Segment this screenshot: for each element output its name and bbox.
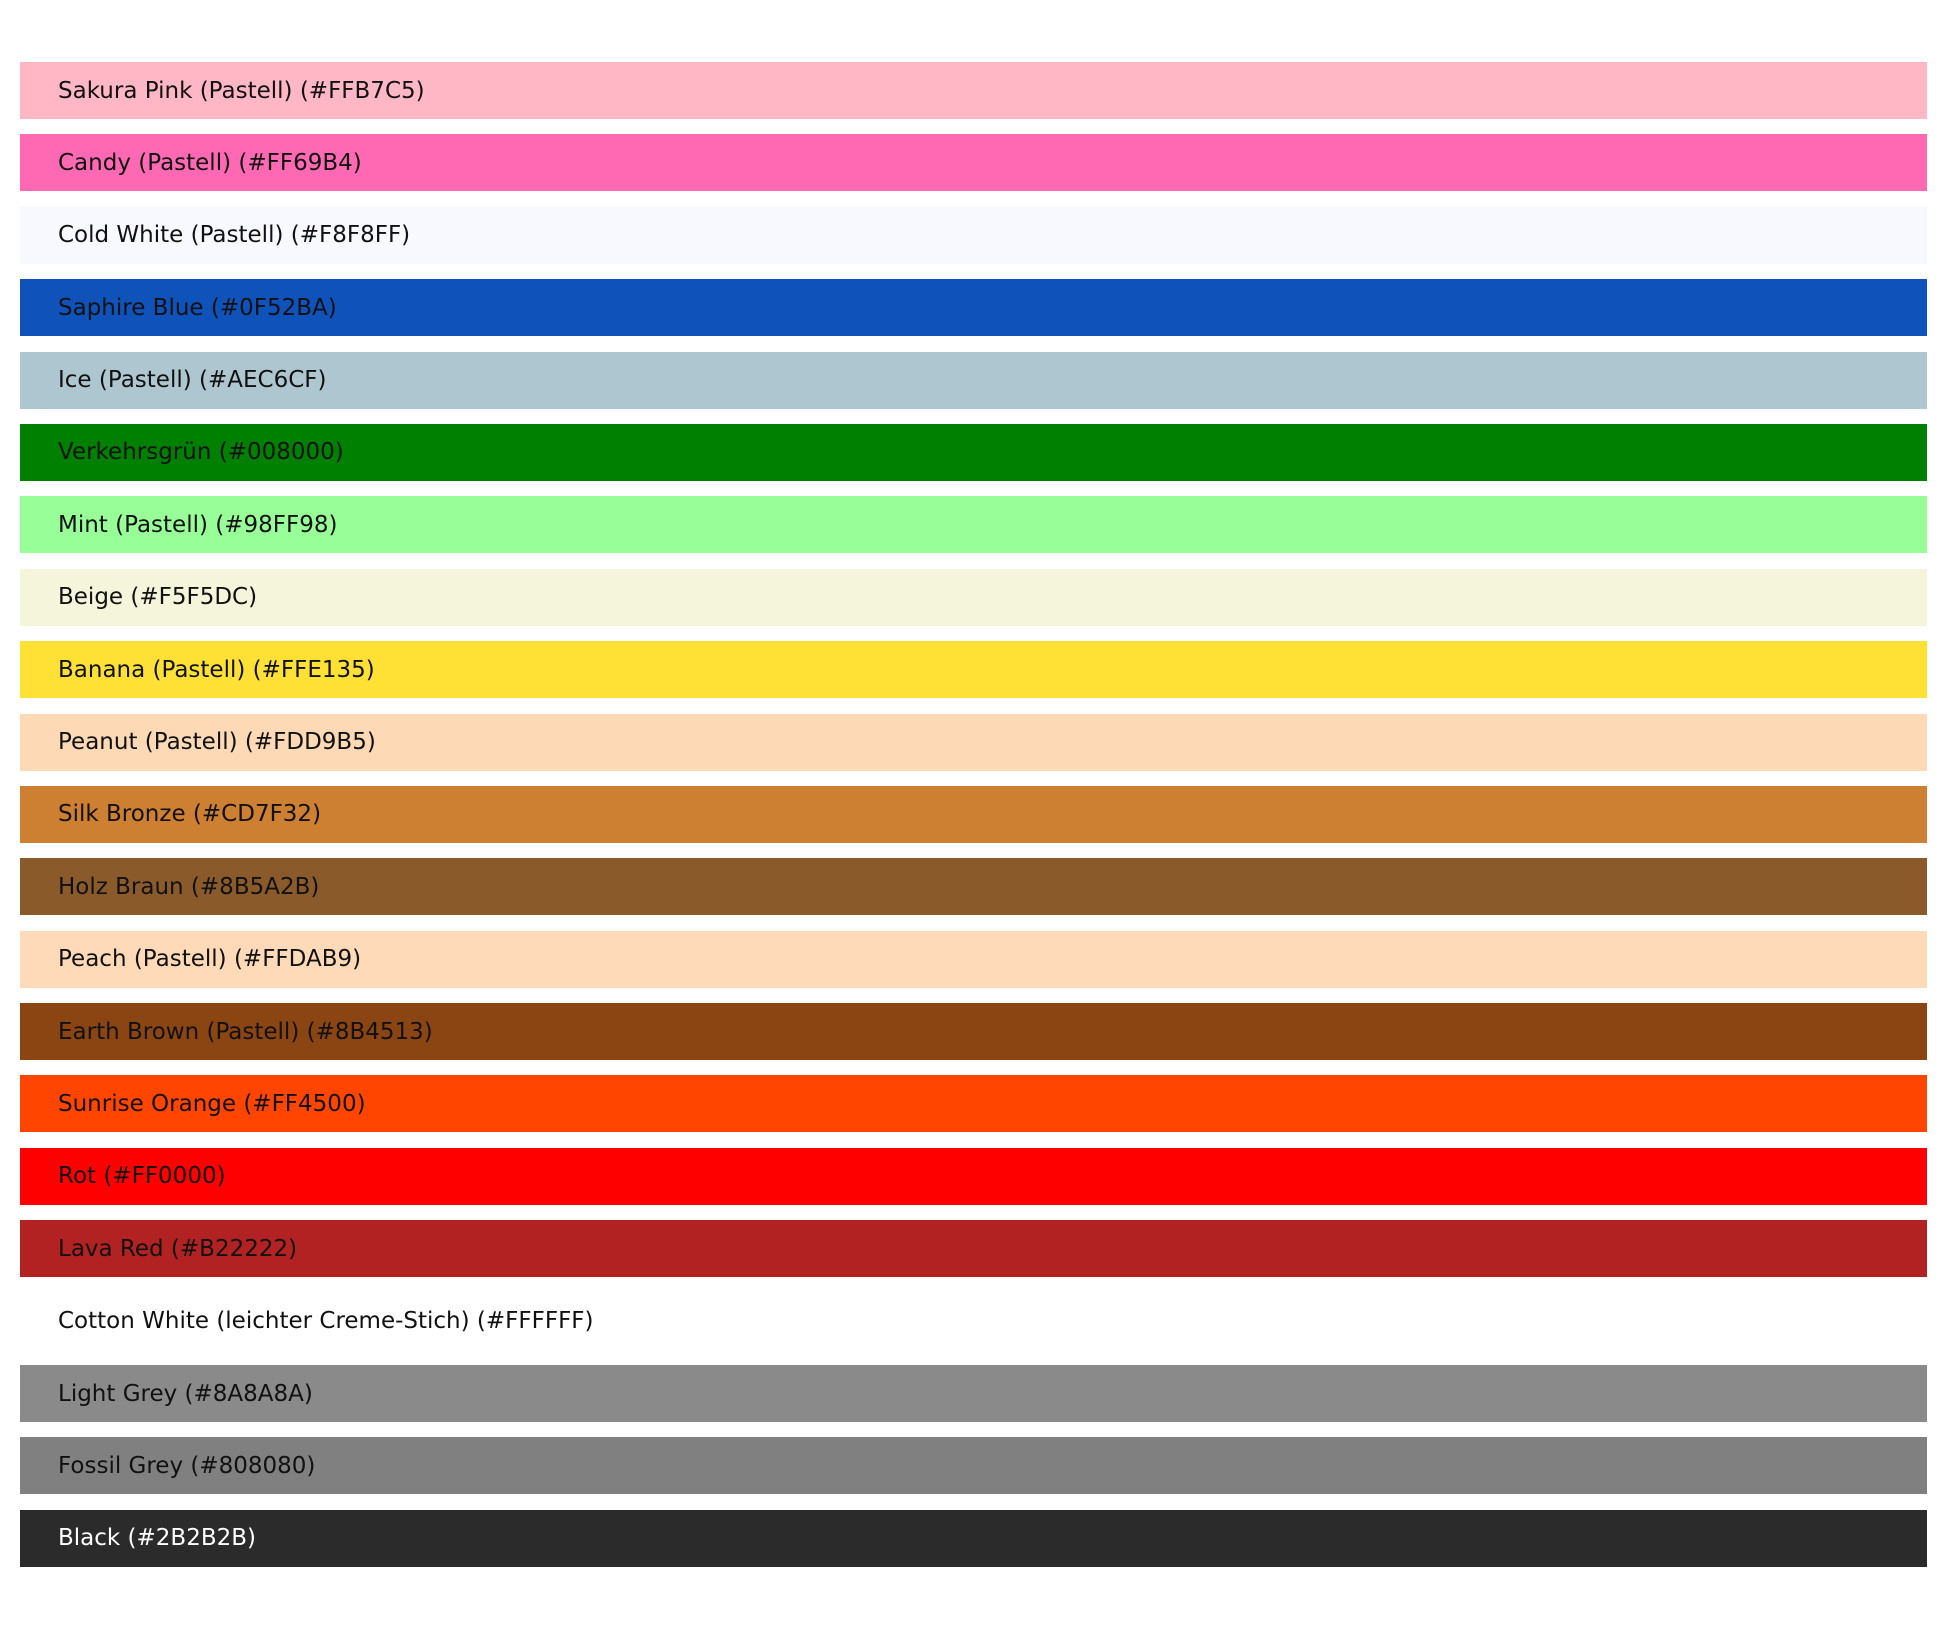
color-swatch-label: Banana (Pastell) (#FFE135) bbox=[58, 656, 375, 683]
color-swatch: Candy (Pastell) (#FF69B4) bbox=[20, 134, 1927, 192]
color-swatch: Fossil Grey (#808080) bbox=[20, 1437, 1927, 1495]
color-swatch: Sunrise Orange (#FF4500) bbox=[20, 1075, 1927, 1133]
color-swatch-label: Black (#2B2B2B) bbox=[58, 1525, 256, 1552]
color-swatch: Mint (Pastell) (#98FF98) bbox=[20, 496, 1927, 554]
color-swatch: Earth Brown (Pastell) (#8B4513) bbox=[20, 1003, 1927, 1061]
color-swatch: Peanut (Pastell) (#FDD9B5) bbox=[20, 713, 1927, 771]
color-swatch: Peach (Pastell) (#FFDAB9) bbox=[20, 930, 1927, 988]
color-swatch: Black (#2B2B2B) bbox=[20, 1509, 1927, 1567]
color-swatch-label: Silk Bronze (#CD7F32) bbox=[58, 801, 322, 828]
color-swatch: Beige (#F5F5DC) bbox=[20, 568, 1927, 626]
color-swatch: Cold White (Pastell) (#F8F8FF) bbox=[20, 206, 1927, 264]
color-swatch: Holz Braun (#8B5A2B) bbox=[20, 858, 1927, 916]
color-swatch-label: Peanut (Pastell) (#FDD9B5) bbox=[58, 729, 376, 756]
color-swatch: Cotton White (leichter Creme-Stich) (#FF… bbox=[20, 1292, 1927, 1350]
color-swatch-label: Ice (Pastell) (#AEC6CF) bbox=[58, 367, 327, 394]
color-swatch: Ice (Pastell) (#AEC6CF) bbox=[20, 351, 1927, 409]
color-swatch-label: Mint (Pastell) (#98FF98) bbox=[58, 511, 338, 538]
color-swatch-label: Holz Braun (#8B5A2B) bbox=[58, 873, 320, 900]
color-swatch: Silk Bronze (#CD7F32) bbox=[20, 785, 1927, 843]
color-swatch-label: Beige (#F5F5DC) bbox=[58, 584, 258, 611]
color-swatch-label: Lava Red (#B22222) bbox=[58, 1235, 298, 1262]
color-swatch-label: Light Grey (#8A8A8A) bbox=[58, 1380, 313, 1407]
color-swatch-label: Candy (Pastell) (#FF69B4) bbox=[58, 149, 362, 176]
color-swatch: Verkehrsgrün (#008000) bbox=[20, 423, 1927, 481]
color-swatch-list: Sakura Pink (Pastell) (#FFB7C5) Candy (Pa… bbox=[20, 62, 1927, 1582]
color-swatch: Saphire Blue (#0F52BA) bbox=[20, 279, 1927, 337]
color-swatch-label: Fossil Grey (#808080) bbox=[58, 1452, 316, 1479]
color-swatch-label: Sunrise Orange (#FF4500) bbox=[58, 1090, 366, 1117]
color-swatch-label: Rot (#FF0000) bbox=[58, 1163, 226, 1190]
color-swatch: Rot (#FF0000) bbox=[20, 1147, 1927, 1205]
color-swatch-label: Verkehrsgrün (#008000) bbox=[58, 439, 344, 466]
color-swatch-label: Earth Brown (Pastell) (#8B4513) bbox=[58, 1018, 433, 1045]
color-swatch-label: Sakura Pink (Pastell) (#FFB7C5) bbox=[58, 77, 425, 104]
color-swatch-label: Cold White (Pastell) (#F8F8FF) bbox=[58, 222, 411, 249]
color-swatch-label: Peach (Pastell) (#FFDAB9) bbox=[58, 946, 362, 973]
color-swatch-label: Cotton White (leichter Creme-Stich) (#FF… bbox=[58, 1308, 594, 1335]
color-swatch: Light Grey (#8A8A8A) bbox=[20, 1365, 1927, 1423]
color-swatch: Sakura Pink (Pastell) (#FFB7C5) bbox=[20, 62, 1927, 119]
color-swatch: Banana (Pastell) (#FFE135) bbox=[20, 641, 1927, 699]
color-swatch: Lava Red (#B22222) bbox=[20, 1220, 1927, 1278]
color-swatch-label: Saphire Blue (#0F52BA) bbox=[58, 294, 337, 321]
